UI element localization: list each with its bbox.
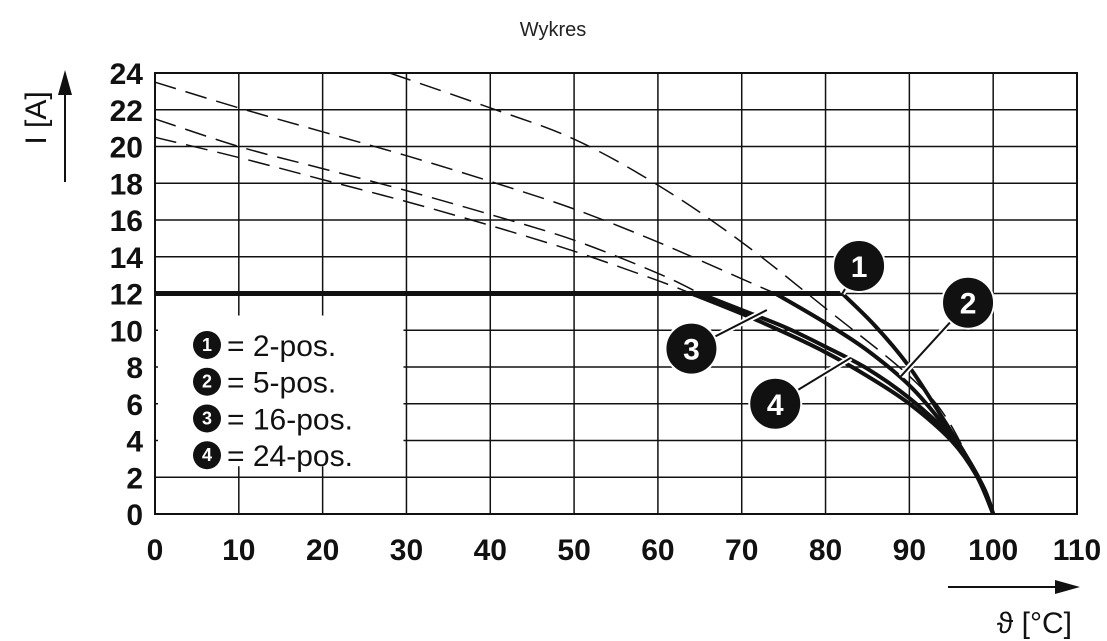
theoretical-curves xyxy=(154,72,994,515)
x-tick-label: 80 xyxy=(809,534,842,567)
legend-badge-4 xyxy=(193,441,221,470)
x-tick-label: 0 xyxy=(147,534,164,567)
legend-entry-text: = 16-pos. xyxy=(227,403,353,436)
x-tick-label: 70 xyxy=(725,534,758,567)
x-tick-label: 10 xyxy=(222,534,255,567)
x-tick-label: 40 xyxy=(474,534,507,567)
y-tick-label: 16 xyxy=(110,205,143,238)
y-tick-label: 8 xyxy=(126,352,143,385)
y-tick-label: 20 xyxy=(110,132,143,165)
legend-badge-number: 4 xyxy=(202,445,212,465)
y-tick-label: 0 xyxy=(126,499,143,532)
y-axis-label: I [A] xyxy=(20,91,53,144)
legend-entry-text: = 5-pos. xyxy=(227,367,336,400)
legend-badge-2 xyxy=(193,367,221,396)
y-axis-label-group: I [A] xyxy=(20,70,72,182)
x-tick-label: 50 xyxy=(557,534,590,567)
x-axis-label-group: ϑ [°C] xyxy=(948,580,1080,640)
legend-entry-text: = 24-pos. xyxy=(227,440,353,473)
callout-badge-1 xyxy=(832,238,887,293)
x-axis-arrow-head xyxy=(1055,580,1080,594)
theoretical-curve-3 xyxy=(154,118,701,295)
callout-number: 4 xyxy=(767,389,784,422)
theoretical-curve-4 xyxy=(154,136,692,295)
theoretical-curve-1 xyxy=(389,72,994,515)
theoretical-curve-2 xyxy=(154,81,776,295)
y-axis-arrow-head xyxy=(58,70,72,95)
x-tick-label: 110 xyxy=(1053,534,1101,567)
callout-number: 2 xyxy=(960,288,977,321)
legend: 1 = 2-pos. 2 = 5-pos. 3 = 16-pos. 4 = 24-pos. xyxy=(158,315,404,473)
y-tick-label: 12 xyxy=(110,279,143,312)
callout-number: 1 xyxy=(851,251,868,284)
x-tick-label: 90 xyxy=(893,534,926,567)
y-tick-label: 10 xyxy=(110,315,143,348)
y-tick-label: 4 xyxy=(126,426,143,459)
legend-entry-text: = 2-pos. xyxy=(227,330,336,363)
x-tick-label: 100 xyxy=(968,534,1018,567)
legend-badge-number: 1 xyxy=(202,335,212,355)
legend-badge-number: 3 xyxy=(202,408,212,428)
chart-title: Wykres xyxy=(520,19,586,41)
y-tick-label: 24 xyxy=(110,58,144,91)
y-tick-label: 6 xyxy=(126,389,143,422)
legend-badge-3 xyxy=(193,404,221,433)
callout-badge-4 xyxy=(748,376,803,431)
x-tick-label: 30 xyxy=(390,534,423,567)
x-tick-labels: 0 10 20 30 40 50 60 70 80 90 100 110 xyxy=(147,534,1102,567)
callout-badge-2 xyxy=(941,275,996,330)
x-tick-label: 20 xyxy=(306,534,339,567)
callout-badge-3 xyxy=(664,321,719,376)
y-tick-label: 22 xyxy=(110,95,143,128)
legend-badge-number: 2 xyxy=(202,372,212,392)
curve-callouts: 1 2 3 4 xyxy=(664,238,996,431)
y-tick-label: 14 xyxy=(110,242,144,275)
x-axis-label: ϑ [°C] xyxy=(997,607,1072,640)
callout-number: 3 xyxy=(683,334,700,367)
y-tick-label: 2 xyxy=(126,462,143,495)
legend-badge-1 xyxy=(193,330,221,359)
x-tick-label: 60 xyxy=(641,534,674,567)
y-tick-label: 18 xyxy=(110,168,143,201)
